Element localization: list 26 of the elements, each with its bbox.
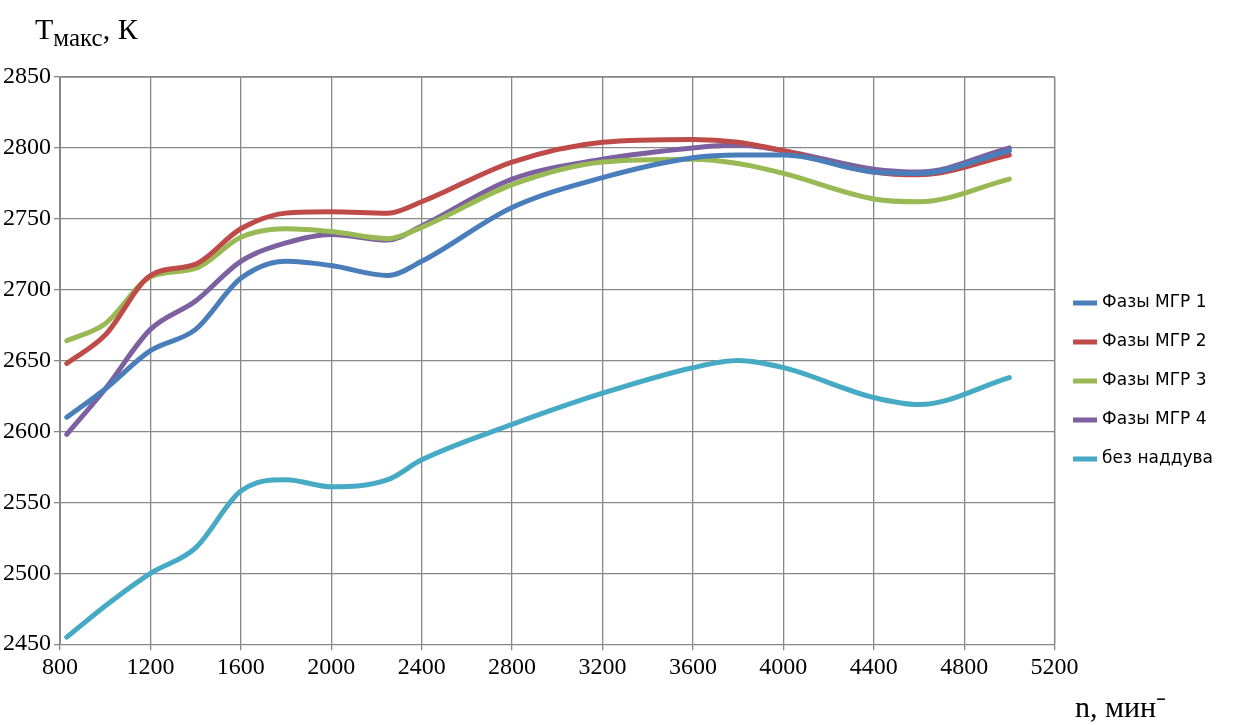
y-tick-label: 2750 xyxy=(3,204,51,231)
y-tick-label: 2500 xyxy=(3,558,51,585)
x-tick-label: 3600 xyxy=(668,652,717,679)
x-tick-label: 5200 xyxy=(1030,652,1079,679)
x-tick-label: 4000 xyxy=(759,652,808,679)
legend-label: без наддува xyxy=(1102,447,1214,468)
x-tick-label: 4400 xyxy=(849,652,898,679)
x-tick-label: 4800 xyxy=(940,652,989,679)
y-tick-label: 2650 xyxy=(3,345,51,372)
x-tick-label: 2000 xyxy=(307,652,356,679)
x-tick-label: 1200 xyxy=(126,652,175,679)
x-tick-label: 1600 xyxy=(216,652,265,679)
x-tick-label: 2400 xyxy=(397,652,446,679)
y-tick-label: 2600 xyxy=(3,416,51,443)
x-axis-title: n, мин⁻ xyxy=(1075,689,1167,725)
y-tick-label: 2800 xyxy=(3,133,51,160)
y-tick-label: 2850 xyxy=(3,62,51,89)
x-tick-label: 2800 xyxy=(488,652,537,679)
legend-label: Фазы МГР 2 xyxy=(1102,330,1207,351)
legend-label: Фазы МГР 4 xyxy=(1102,408,1207,429)
legend-label: Фазы МГР 3 xyxy=(1102,369,1207,390)
x-tick-label: 3200 xyxy=(578,652,627,679)
legend-label: Фазы МГР 1 xyxy=(1102,291,1207,312)
y-tick-label: 2700 xyxy=(3,275,51,301)
y-axis-title: T$_{макс}$, К xyxy=(35,12,138,52)
y-tick-label: 2550 xyxy=(3,487,51,514)
